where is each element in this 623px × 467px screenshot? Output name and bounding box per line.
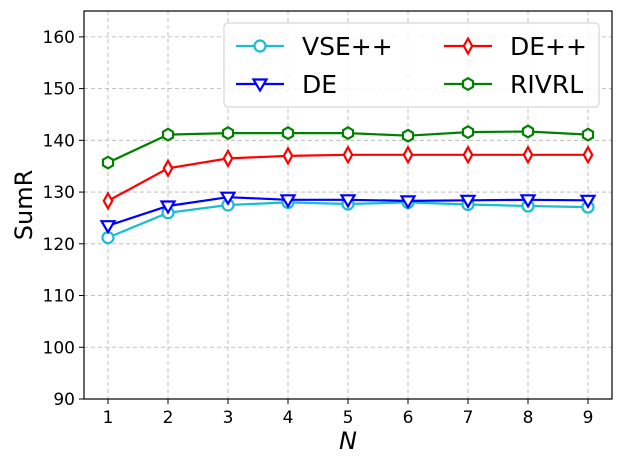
legend-marker-vsepp [253,39,267,53]
data-point-de [579,194,597,209]
series-layer [99,124,597,245]
y-tick-label: 90 [53,390,75,410]
x-tick-label: 2 [163,408,174,428]
x-tick-label: 9 [583,408,594,428]
data-point-depp [342,145,354,165]
data-point-de [279,194,297,209]
tick-layer: 1 2 3 4 5 6 7 8 9 90 100 110 120 130 140 150 160 [43,28,594,428]
y-tick-label: 140 [43,131,75,151]
data-point-rivrl [581,127,595,142]
data-point-de [519,194,537,209]
data-point-rivrl [281,126,295,141]
x-tick-label: 8 [523,408,534,428]
legend-marker-de [251,78,269,93]
x-tick-label: 4 [283,408,294,428]
series-de [99,191,597,235]
legend-box [223,22,600,108]
y-tick-label: 110 [43,287,75,307]
y-tick-label: 150 [43,80,75,100]
x-tick-label: 3 [223,408,234,428]
legend-entry-de: DE [236,70,337,99]
data-point-rivrl [341,126,355,141]
legend-entry-vsepp: VSE++ [236,32,393,61]
series-rivrl [101,124,595,170]
legend-marker-rivrl [461,76,475,92]
y-tick-label: 120 [43,235,75,255]
data-point-depp [402,145,414,165]
legend-label: DE [302,70,337,99]
data-point-depp [162,158,174,179]
x-axis-label: N [339,427,357,455]
y-tick-label: 130 [43,183,75,203]
data-point-rivrl [461,125,475,140]
data-point-depp [102,191,114,211]
x-tick-label: 5 [343,408,354,428]
data-point-de [219,191,237,206]
data-point-de [399,195,417,210]
data-point-de [99,220,117,235]
data-point-rivrl [521,124,535,139]
y-tick-label: 100 [43,338,75,358]
legend-label: DE++ [510,32,587,61]
data-point-rivrl [101,155,115,170]
data-point-de [459,194,477,209]
legend-label: VSE++ [302,32,393,61]
data-point-depp [282,146,294,166]
y-axis-label: SumR [10,170,38,241]
legend-entry-rivrl: RIVRL [444,70,583,99]
legend: VSE++ DE DE++ RIVRL [223,22,600,108]
legend-entry-depp: DE++ [444,32,587,61]
data-point-de [339,194,357,209]
data-point-rivrl [221,126,235,141]
data-point-rivrl [161,127,175,142]
data-point-depp [582,145,594,165]
data-point-depp [522,145,534,165]
legend-marker-depp [462,36,474,56]
x-tick-label: 1 [103,408,114,428]
series-depp [102,145,594,211]
legend-label: RIVRL [510,70,583,99]
data-point-depp [222,148,234,169]
x-tick-label: 6 [403,408,414,428]
data-point-de [159,200,177,215]
data-point-depp [462,145,474,165]
data-point-rivrl [401,128,415,143]
x-tick-label: 7 [463,408,474,428]
y-tick-label: 160 [43,28,75,48]
